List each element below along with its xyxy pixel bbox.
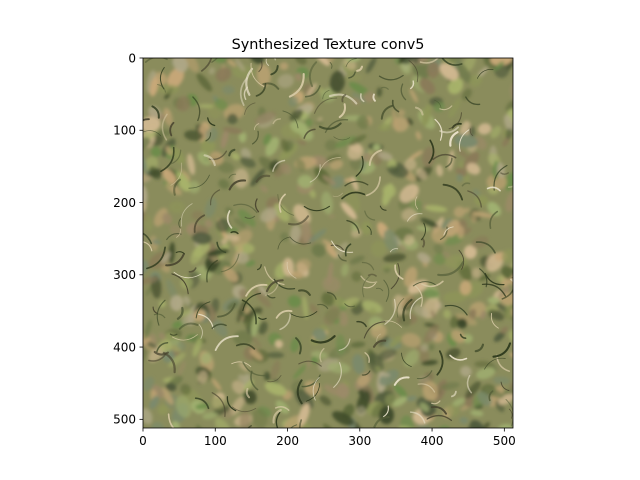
y-tick-label: 100: [113, 124, 136, 138]
x-tick-label: 300: [348, 434, 371, 448]
texture-image: [143, 58, 513, 428]
axes-frame: [142, 57, 514, 429]
figure-title: Synthesized Texture conv5: [232, 37, 425, 53]
y-tick-label: 200: [113, 196, 136, 210]
x-tick-label: 100: [204, 434, 227, 448]
x-tick-label: 500: [493, 434, 516, 448]
y-axis: 0 100 200 300 400 500: [113, 51, 143, 427]
y-tick-label: 300: [113, 268, 136, 282]
y-tick-label: 0: [128, 51, 136, 65]
y-tick-label: 400: [113, 340, 136, 354]
x-axis: 0 100 200 300 400 500: [139, 428, 516, 448]
x-tick-label: 0: [139, 434, 147, 448]
x-tick-label: 400: [421, 434, 444, 448]
y-tick-label: 500: [113, 413, 136, 427]
x-tick-label: 200: [276, 434, 299, 448]
